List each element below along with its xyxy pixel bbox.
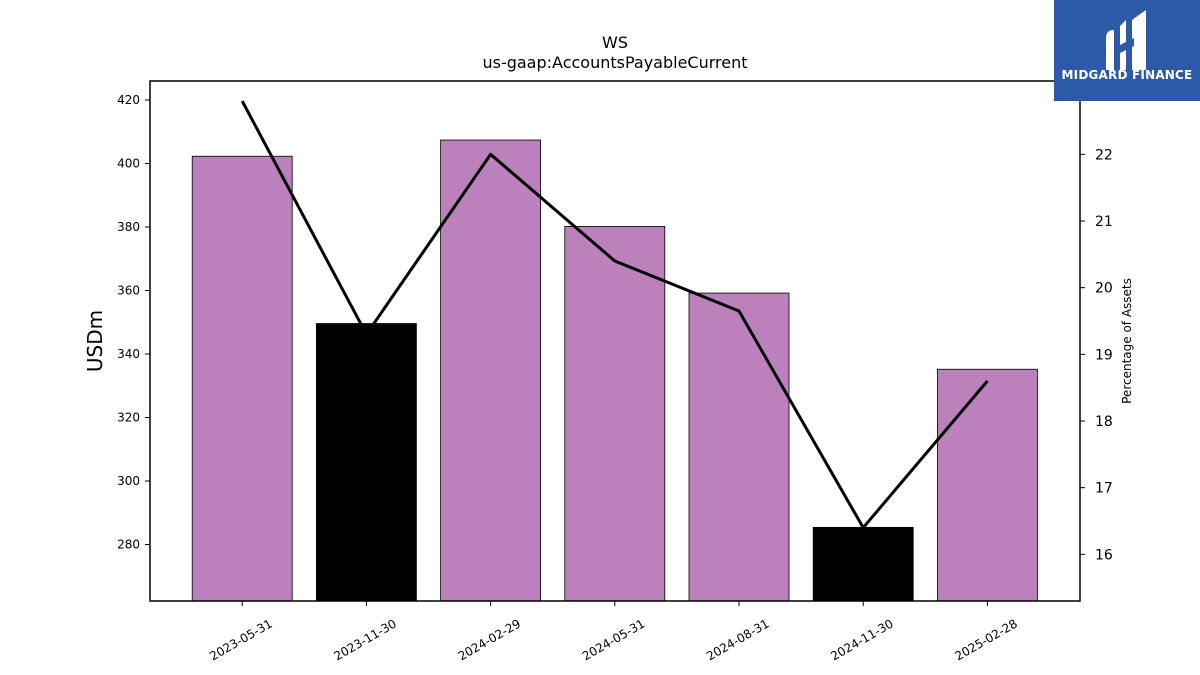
brand-logo: MIDGARD FINANCE bbox=[1054, 0, 1200, 101]
bars-group bbox=[191, 139, 1038, 602]
y2-tick-label: 16 bbox=[1095, 547, 1113, 563]
y-tick-label: 280 bbox=[117, 537, 140, 551]
y-tick-label: 300 bbox=[117, 474, 140, 488]
y2-tick-label: 21 bbox=[1095, 214, 1113, 230]
chart-title: WS bbox=[602, 33, 628, 52]
line-group bbox=[240, 100, 989, 530]
y-tick-label: 400 bbox=[117, 157, 140, 171]
brand-name: MIDGARD FINANCE bbox=[1061, 68, 1193, 82]
y-tick-label: 360 bbox=[117, 284, 140, 298]
y2-tick-label: 19 bbox=[1095, 347, 1113, 363]
bar bbox=[315, 323, 417, 602]
logo-mark-icon bbox=[1106, 10, 1146, 70]
bar bbox=[440, 139, 542, 602]
x-axis: 2023-05-31 2023-11-30 2024-02-29 2024-05-31… bbox=[207, 601, 1020, 663]
y2-tick-label: 20 bbox=[1095, 281, 1113, 297]
chart-subtitle: us-gaap:AccountsPayableCurrent bbox=[482, 53, 747, 72]
y-axis-label: USDm bbox=[83, 310, 107, 372]
y-tick-label: 320 bbox=[117, 411, 140, 425]
y-tick-label: 340 bbox=[117, 347, 140, 361]
y2-axis-label: Percentage of Assets bbox=[1120, 278, 1134, 404]
y2-tick-label: 22 bbox=[1095, 147, 1113, 163]
y2-tick-label: 18 bbox=[1095, 414, 1113, 430]
y-axis-right: 16 17 18 19 20 21 22 bbox=[1080, 147, 1113, 563]
bar bbox=[191, 155, 293, 602]
x-tick-label: 2023-11-30 bbox=[331, 616, 398, 663]
bar bbox=[564, 225, 666, 602]
y-tick-label: 380 bbox=[117, 220, 140, 234]
y-tick-label: 420 bbox=[117, 93, 140, 107]
x-tick-label: 2024-02-29 bbox=[456, 616, 523, 663]
bar bbox=[812, 526, 914, 602]
y2-tick-label: 17 bbox=[1095, 481, 1113, 497]
x-tick-label: 2024-08-31 bbox=[704, 616, 771, 663]
x-tick-label: 2023-05-31 bbox=[207, 616, 274, 663]
x-tick-label: 2024-11-30 bbox=[828, 616, 895, 663]
y-axis-left: 280 300 320 340 360 380 400 420 bbox=[117, 93, 150, 551]
x-tick-label: 2024-05-31 bbox=[580, 616, 647, 663]
series-line bbox=[240, 100, 989, 530]
bar bbox=[688, 292, 790, 602]
bar bbox=[937, 368, 1038, 602]
x-tick-label: 2025-02-28 bbox=[952, 616, 1019, 663]
